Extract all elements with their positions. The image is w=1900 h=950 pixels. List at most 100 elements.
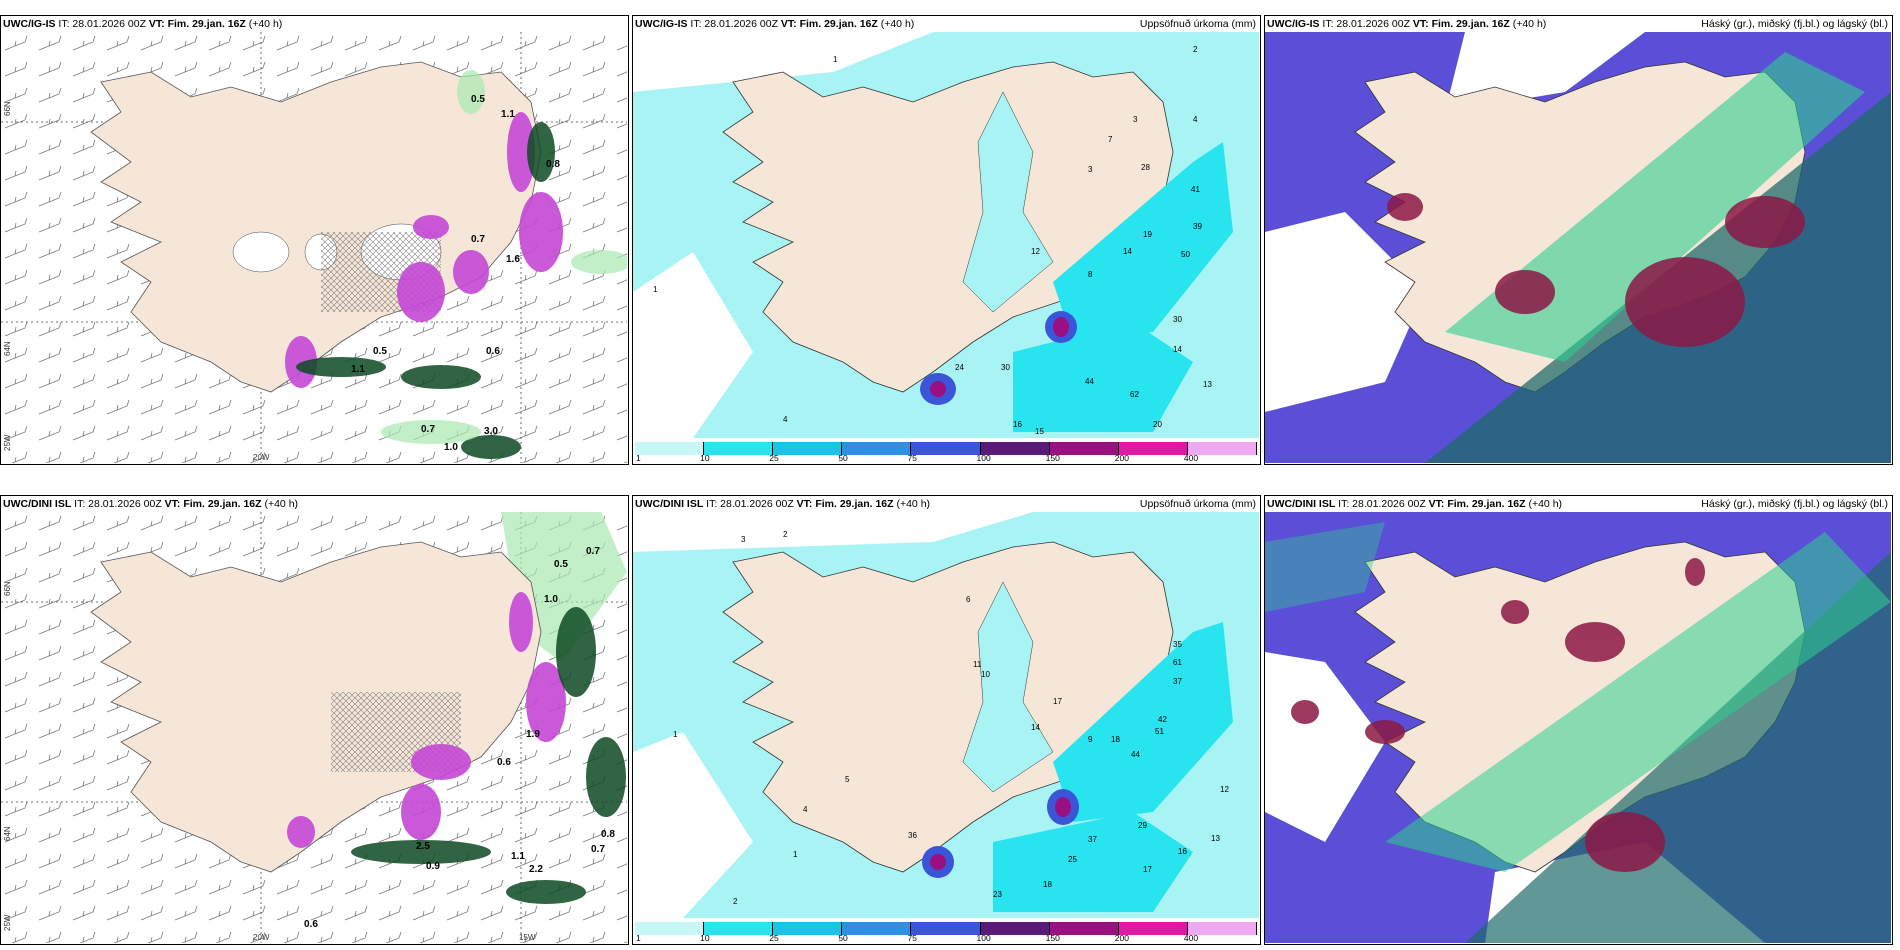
colorbar-label: 400 — [1183, 453, 1199, 463]
snow-label: 0.5 — [554, 559, 568, 570]
precip-value: 44 — [1131, 750, 1140, 759]
snow-label: 1.1 — [511, 851, 525, 862]
precip-value: 16 — [1178, 847, 1187, 856]
precip-value: 28 — [1141, 163, 1150, 172]
snow-label: 0.7 — [586, 546, 600, 557]
colorbar-swatch — [980, 442, 1050, 455]
map-wind-snow: 0.5 0.7 1.0 1.9 0.6 0.8 0.7 1.1 2.5 0.9 … — [1, 512, 627, 943]
precip-value: 24 — [955, 363, 964, 372]
snow-label: 0.7 — [421, 424, 435, 435]
colorbar-label: 25 — [769, 933, 779, 943]
colorbar-label: 150 — [1045, 933, 1060, 943]
lon-label: 15W — [519, 933, 536, 942]
precip-value: 2 — [1193, 45, 1198, 54]
precip-value: 29 — [1138, 821, 1147, 830]
precip-value: 12 — [1031, 247, 1040, 256]
colorbar-swatch — [773, 442, 843, 455]
precip-value: 4 — [1193, 115, 1198, 124]
snow-label: 0.5 — [373, 346, 387, 357]
panel-header: UWC/IG-IS IT: 28.01.2026 00Z VT: Fim. 29… — [1, 16, 628, 32]
snow-label: 1.6 — [506, 254, 520, 265]
map-clouds — [1265, 512, 1891, 943]
colorbar-swatch — [1049, 442, 1119, 455]
colorbar-label: 10 — [700, 453, 710, 463]
snow-label: 1.1 — [351, 364, 365, 375]
colorbar-swatch — [635, 922, 705, 935]
panel-igis-wind: UWC/IG-IS IT: 28.01.2026 00Z VT: Fim. 29… — [0, 15, 629, 465]
snow-label: 3.0 — [484, 426, 498, 437]
snow-label: 0.9 — [426, 861, 440, 872]
panel-igis-clouds: UWC/IG-IS IT: 28.01.2026 00Z VT: Fim. 29… — [1264, 15, 1893, 465]
panel-dini-precip: UWC/DINI ISL IT: 28.01.2026 00Z VT: Fim.… — [632, 495, 1261, 945]
panel-header: UWC/DINI ISL IT: 28.01.2026 00Z VT: Fim.… — [1265, 496, 1892, 512]
snow-label: 0.8 — [546, 159, 560, 170]
snow-label: 2.2 — [529, 864, 543, 875]
precip-value: 42 — [1158, 715, 1167, 724]
precip-value: 18 — [1111, 735, 1120, 744]
snow-label: 0.8 — [601, 829, 615, 840]
colorbar-swatch — [911, 922, 981, 935]
panel-dini-wind: UWC/DINI ISL IT: 28.01.2026 00Z VT: Fim.… — [0, 495, 629, 945]
colorbar-label: 75 — [907, 453, 917, 463]
precip-value: 50 — [1181, 250, 1190, 259]
precip-value: 14 — [1173, 345, 1182, 354]
precip-value: 7 — [1108, 135, 1113, 144]
colorbar-label: 200 — [1114, 933, 1129, 943]
precip-value: 12 — [1220, 785, 1229, 794]
precip-value: 17 — [1053, 697, 1062, 706]
map-precip: 3 2 1 6 11 10 14 17 9 18 35 37 42 51 61 … — [633, 512, 1259, 918]
colorbar-swatch — [1187, 442, 1257, 455]
colorbar-label: 200 — [1114, 453, 1129, 463]
panel-igis-precip: UWC/IG-IS IT: 28.01.2026 00Z VT: Fim. 29… — [632, 15, 1261, 465]
precip-value: 2 — [733, 897, 738, 906]
precip-value: 1 — [653, 285, 658, 294]
precip-value: 30 — [1173, 315, 1182, 324]
precip-value: 4 — [783, 415, 788, 424]
colorbar: 1 10 25 50 75 100 150 200 400 — [633, 919, 1260, 944]
precip-value: 3 — [741, 535, 746, 544]
precip-value: 4 — [803, 805, 808, 814]
lat-label: 25W — [3, 434, 12, 451]
precip-value: 8 — [1088, 270, 1093, 279]
colorbar-swatch — [842, 922, 912, 935]
snow-label: 0.6 — [304, 919, 318, 930]
precip-value: 5 — [845, 775, 850, 784]
panel-header: UWC/DINI ISL IT: 28.01.2026 00Z VT: Fim.… — [1, 496, 628, 512]
precip-value: 15 — [1035, 427, 1044, 436]
colorbar-label: 150 — [1045, 453, 1060, 463]
precip-value: 13 — [1211, 834, 1220, 843]
colorbar-label: 10 — [700, 933, 710, 943]
precip-value: 1 — [793, 850, 798, 859]
lat-label: 64N — [3, 341, 12, 356]
precip-value: 61 — [1173, 658, 1182, 667]
panel-dini-clouds: UWC/DINI ISL IT: 28.01.2026 00Z VT: Fim.… — [1264, 495, 1893, 945]
colorbar-swatch — [1187, 922, 1257, 935]
colorbar-label: 75 — [907, 933, 917, 943]
map-wind-snow: 0.5 1.1 0.8 0.7 1.6 0.6 0.5 1.1 0.7 1.0 … — [1, 32, 627, 463]
colorbar-label: 400 — [1183, 933, 1199, 943]
colorbar-label: 50 — [838, 933, 848, 943]
snow-label: 0.7 — [591, 844, 605, 855]
precip-value: 3 — [1133, 115, 1138, 124]
snow-label: 0.5 — [471, 94, 485, 105]
lon-label: 20W — [253, 453, 270, 462]
precip-value: 1 — [673, 730, 678, 739]
colorbar-swatch — [911, 442, 981, 455]
precip-value: 44 — [1085, 377, 1094, 386]
precip-value: 23 — [993, 890, 1002, 899]
precip-value: 13 — [1203, 380, 1212, 389]
panel-header: UWC/IG-IS IT: 28.01.2026 00Z VT: Fim. 29… — [1265, 16, 1892, 32]
colorbar-swatch — [842, 442, 912, 455]
precip-value: 36 — [908, 831, 917, 840]
precip-value: 3 — [1088, 165, 1093, 174]
precip-value: 37 — [1088, 835, 1097, 844]
colorbar-label: 1 — [636, 933, 641, 943]
colorbar-swatch — [1118, 922, 1188, 935]
snow-label: 2.5 — [416, 841, 430, 852]
colorbar-swatch — [704, 442, 774, 455]
precip-value: 41 — [1191, 185, 1200, 194]
snow-label: 0.6 — [486, 346, 500, 357]
precip-value: 51 — [1155, 727, 1164, 736]
panel-header: UWC/DINI ISL IT: 28.01.2026 00Z VT: Fim.… — [633, 496, 1260, 512]
precip-value: 2 — [783, 530, 788, 539]
